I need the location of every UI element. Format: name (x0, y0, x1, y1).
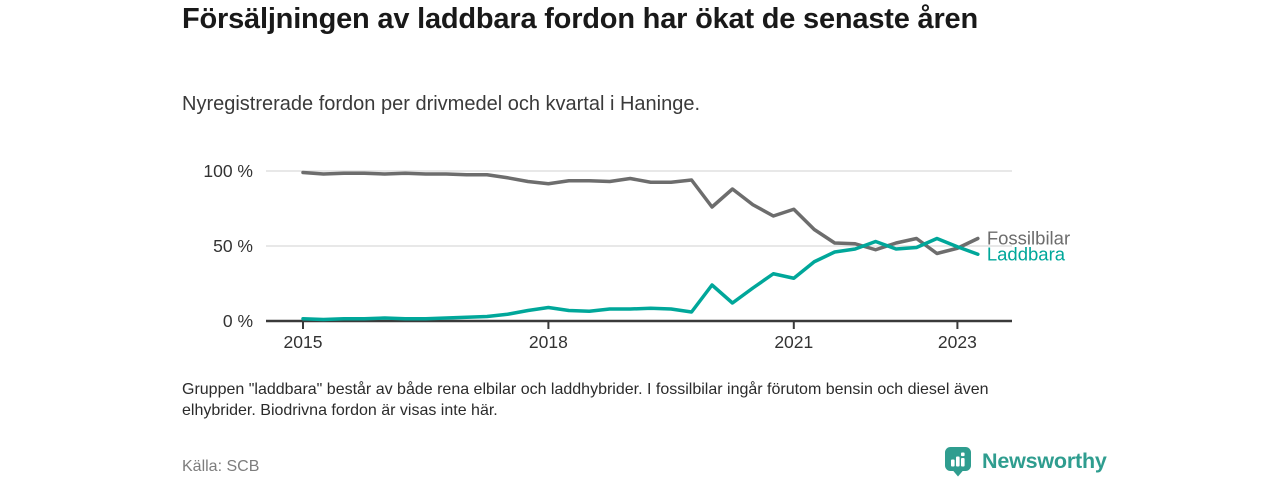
chart-line-laddbara (301, 236, 980, 322)
y-axis-tick-label: 0 % (223, 311, 253, 331)
newsworthy-logo: Newsworthy (944, 446, 1107, 477)
x-axis-tick-label: 2023 (938, 332, 977, 352)
x-axis-tick-label: 2015 (284, 332, 323, 352)
newsworthy-logo-text: Newsworthy (982, 449, 1107, 473)
chart-line-fossilbilar (301, 170, 980, 256)
page-title: Försäljningen av laddbara fordon har öka… (182, 3, 978, 35)
x-axis-tick-label: 2021 (774, 332, 813, 352)
legend-label-laddbara: Laddbara (987, 243, 1066, 264)
y-axis-tick-label: 100 % (203, 161, 253, 181)
newsworthy-logo-icon (945, 447, 971, 477)
source-label: Källa: SCB (182, 458, 260, 475)
y-axis-tick-label: 50 % (213, 236, 253, 256)
chart-subtitle: Nyregistrerade fordon per drivmedel och … (182, 93, 701, 115)
x-axis-tick-label: 2018 (529, 332, 568, 352)
legend-label-fossilbilar: Fossilbilar (987, 228, 1070, 249)
chart-footnote: Gruppen "laddbara" består av både rena e… (182, 381, 989, 420)
